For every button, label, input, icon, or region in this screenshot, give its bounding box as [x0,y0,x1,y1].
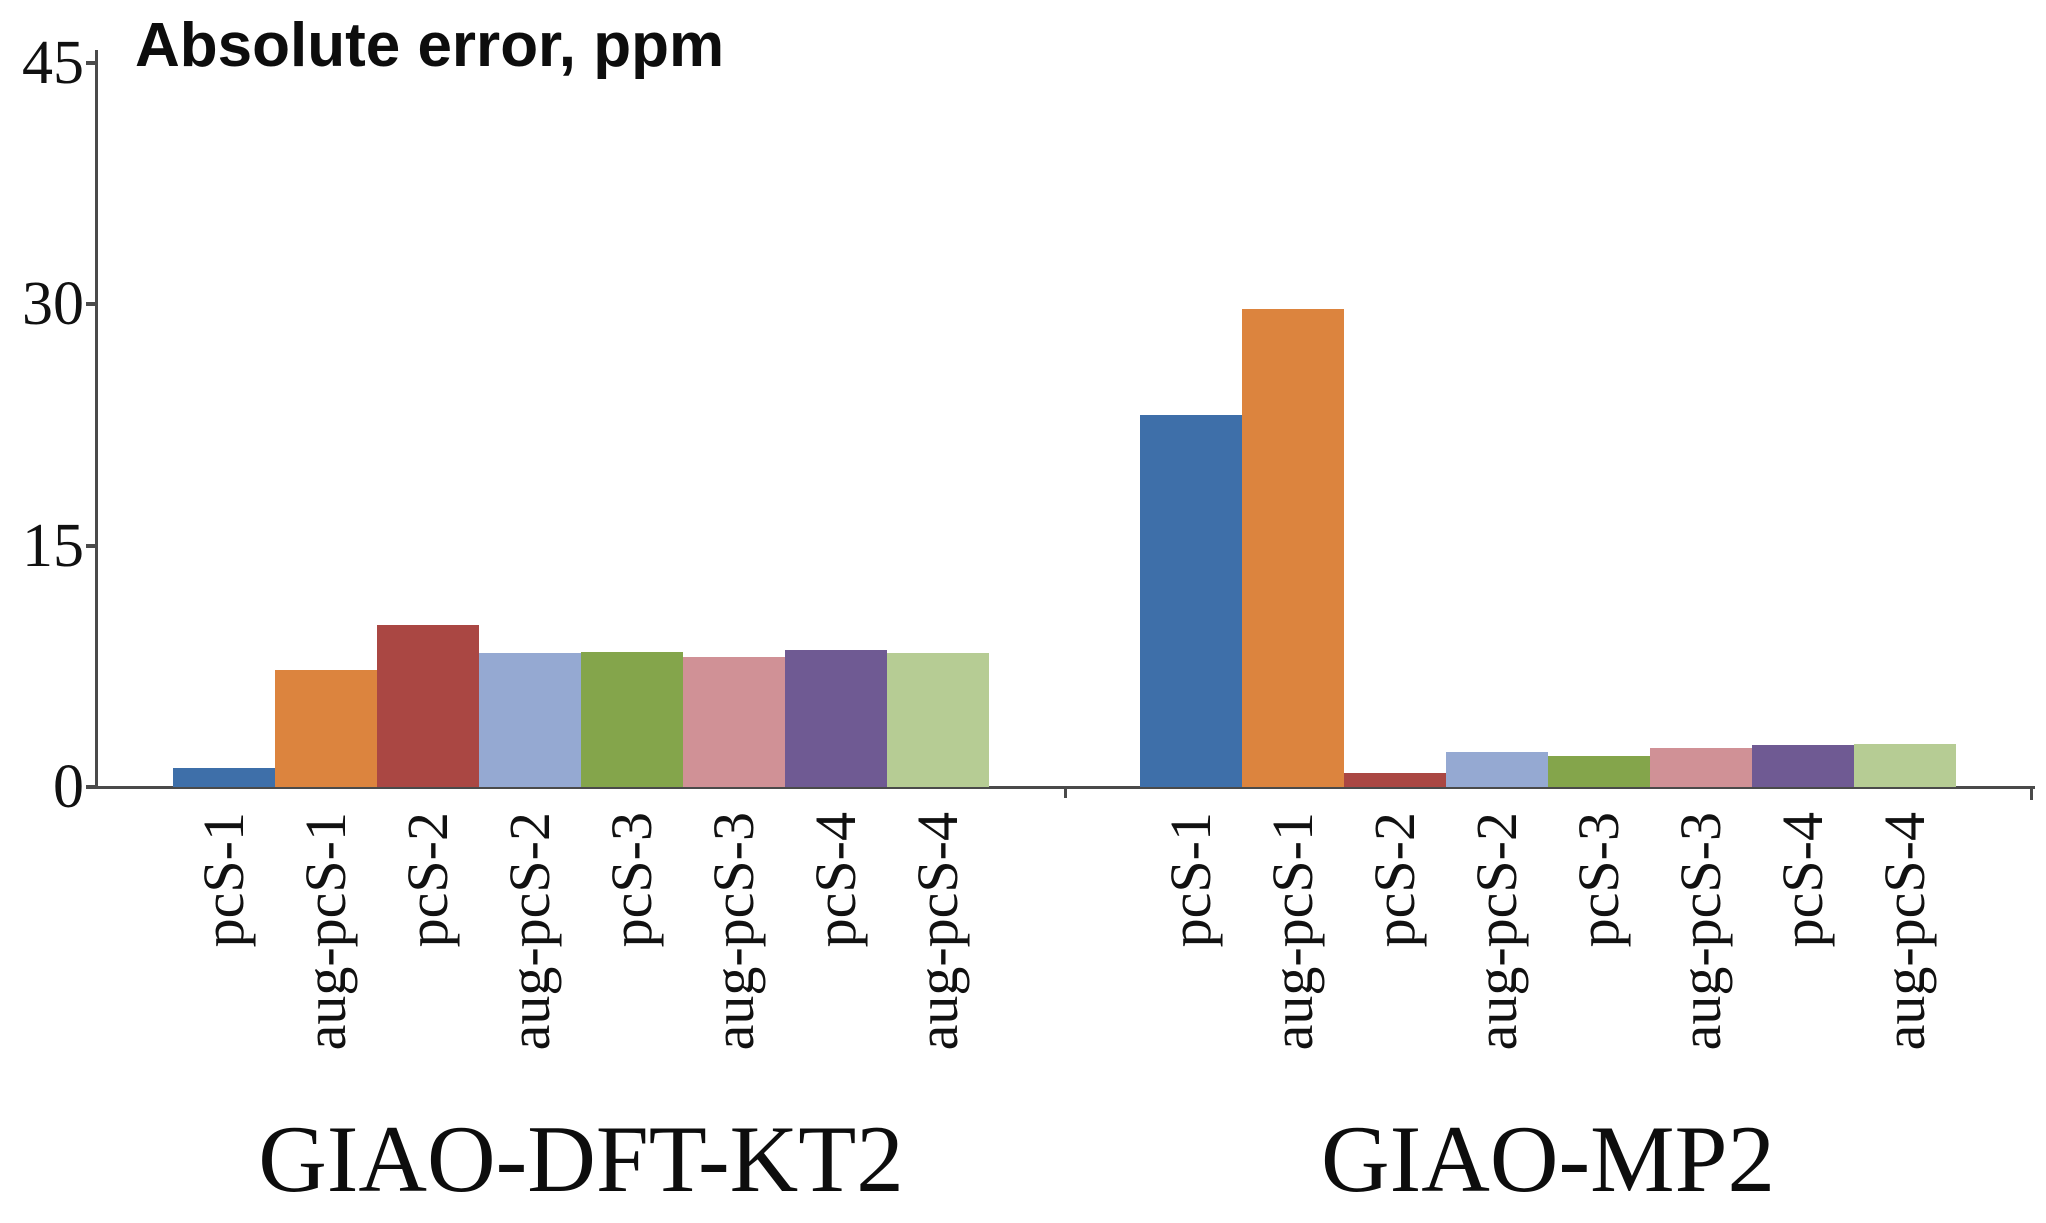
x-tick-label: aug-pcS-4 [905,812,970,1051]
bar-giao-mp2-aug-pcs-2 [1446,752,1548,787]
bar-giao-dft-kt2-pcs-2 [377,625,479,787]
y-tick-mark [86,785,97,789]
x-tick-label: pcS-3 [1566,812,1631,948]
y-tick-label: 30 [22,270,84,339]
x-tick-label: aug-pcS-1 [1260,812,1325,1051]
y-tick-label: 0 [53,753,84,821]
x-tick-label: pcS-4 [1770,812,1835,948]
bar-giao-mp2-pcs-4 [1752,745,1854,787]
group-label-giao-dft-kt2: GIAO-DFT-KT2 [258,1106,904,1212]
group-label-giao-mp2: GIAO-MP2 [1321,1106,1775,1212]
y-axis-line [95,50,98,789]
bar-giao-dft-kt2-aug-pcs-2 [479,653,581,787]
x-tick-label: aug-pcS-3 [701,812,766,1051]
x-tick-label: pcS-2 [395,812,460,948]
x-tick-label: pcS-1 [1158,812,1223,948]
x-axis-line [95,786,2035,789]
bar-giao-mp2-pcs-3 [1548,756,1650,787]
x-tick-label: aug-pcS-3 [1668,812,1733,1051]
x-tick-label: pcS-1 [191,812,256,948]
y-tick-mark [86,302,97,307]
bar-giao-mp2-pcs-1 [1140,415,1242,787]
bar-giao-dft-kt2-pcs-4 [785,650,887,787]
y-tick-label: 15 [22,511,84,580]
bar-giao-dft-kt2-pcs-3 [581,652,683,787]
x-tick-label: pcS-4 [803,812,868,948]
bar-giao-mp2-aug-pcs-4 [1854,744,1956,787]
bar-giao-mp2-aug-pcs-3 [1650,748,1752,787]
bar-giao-dft-kt2-aug-pcs-4 [887,653,989,787]
y-tick-label: 45 [22,29,84,97]
x-tick-label: aug-pcS-4 [1872,812,1937,1051]
bar-giao-dft-kt2-pcs-1 [173,768,275,787]
y-tick-mark [86,61,97,65]
bar-giao-dft-kt2-aug-pcs-1 [275,670,377,787]
bar-giao-dft-kt2-aug-pcs-3 [683,657,785,787]
x-tick-label: aug-pcS-2 [1464,812,1529,1051]
x-tick-label: aug-pcS-2 [497,812,562,1051]
x-tick-label: pcS-2 [1362,812,1427,948]
bar-giao-mp2-pcs-2 [1344,773,1446,787]
chart-title: Absolute error, ppm [135,11,725,80]
y-tick-mark [86,543,97,548]
x-tick-label: pcS-3 [599,812,664,948]
bar-giao-mp2-aug-pcs-1 [1242,309,1344,787]
x-tick-mark [2030,788,2033,800]
x-tick-label: aug-pcS-1 [293,812,358,1051]
x-tick-mark [1064,788,1067,798]
